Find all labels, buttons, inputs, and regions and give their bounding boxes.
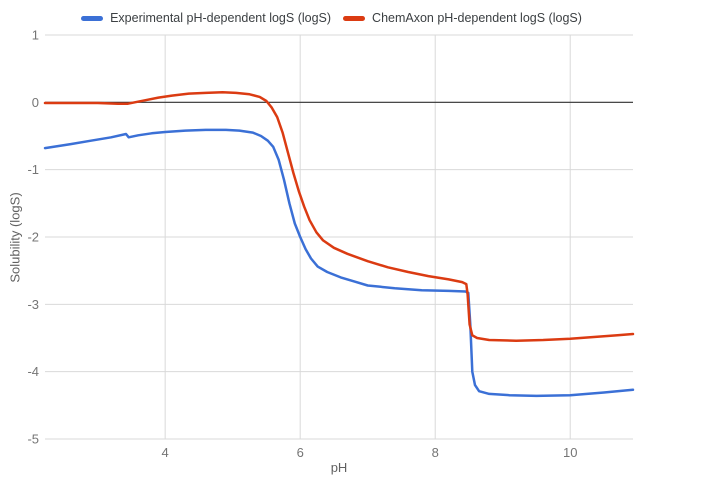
y-axis-title-box: Solubility (logS) [4,35,26,439]
series-lines [43,90,635,398]
legend-label-experimental: Experimental pH-dependent logS (logS) [110,11,332,25]
legend-swatch-experimental-icon [81,15,104,21]
series-experimental-line[interactable] [43,128,635,398]
x-tick-label: 6 [297,445,304,460]
x-tick-label: 8 [432,445,439,460]
legend-swatch-chemaxon-icon [343,15,366,21]
y-tick-label: 0 [32,95,39,110]
gridlines [45,34,633,440]
y-axis-title: Solubility (logS) [7,191,23,283]
y-tick-label: -4 [27,364,39,379]
x-tick-label: 10 [563,445,577,460]
y-tick-label: -5 [27,432,39,447]
legend-label-chemaxon: ChemAxon pH-dependent logS (logS) [372,11,582,25]
legend-item-experimental[interactable]: Experimental pH-dependent logS (logS) [81,11,331,25]
y-tick-label: -3 [27,297,39,312]
legend: Experimental pH-dependent logS (logS) Ch… [0,8,663,28]
legend-item-chemaxon[interactable]: ChemAxon pH-dependent logS (logS) [343,11,582,25]
tick-labels: 10-1-2-3-4-54 6 8 10 [27,28,577,461]
series-chemaxon-line[interactable] [43,90,635,342]
y-tick-label: -1 [27,162,39,177]
y-tick-label: 1 [32,28,39,43]
x-tick-label: 4 [162,445,169,460]
y-tick-label: -2 [27,230,39,245]
x-axis-title: pH [330,460,348,475]
